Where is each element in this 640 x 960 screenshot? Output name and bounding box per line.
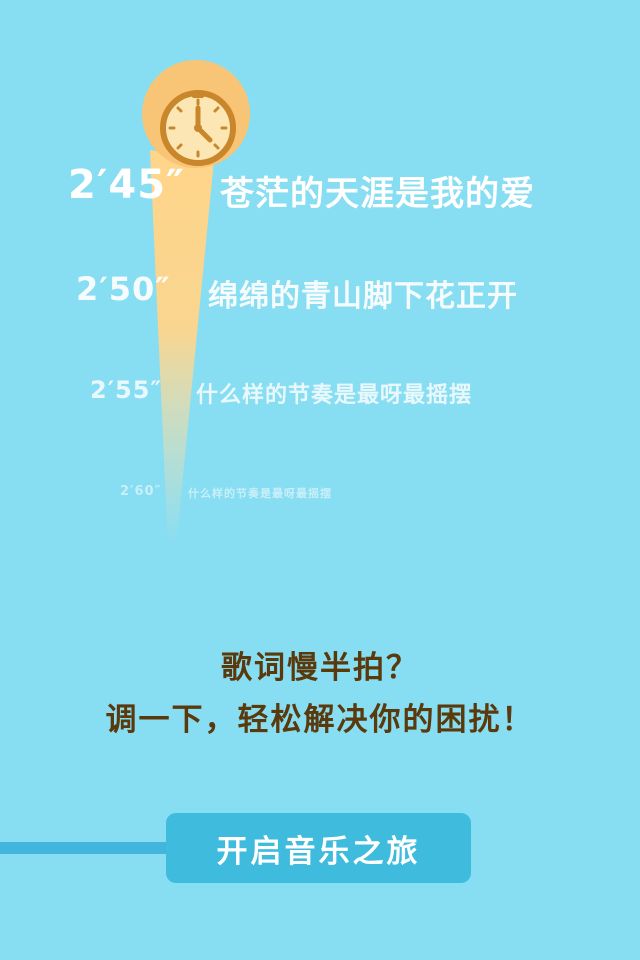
- clock-icon: [140, 58, 252, 170]
- lyric-time: 2′55″: [90, 376, 163, 404]
- lyric-text: 什么样的节奏是最呀最摇摆: [188, 487, 332, 500]
- lyric-time: 2′60″: [120, 484, 162, 499]
- accent-line: [0, 842, 176, 854]
- lyric-time: 2′45″: [68, 162, 185, 208]
- start-music-journey-button[interactable]: 开启音乐之旅: [166, 813, 471, 883]
- headline-question: 歌词慢半拍？: [221, 650, 419, 686]
- headline-solution: 调一下，轻松解决你的困扰！: [105, 702, 535, 738]
- lyric-text: 苍茫的天涯是我的爱: [220, 174, 535, 214]
- lyric-row: 2′55″ 什么样的节奏是最呀最摇摆: [0, 376, 640, 410]
- lyric-row: 2′45″ 苍茫的天涯是我的爱: [0, 162, 640, 214]
- lyric-text: 绵绵的青山脚下花正开: [208, 279, 518, 314]
- lyric-text: 什么样的节奏是最呀最摇摆: [196, 383, 473, 408]
- lyric-time: 2′50″: [76, 270, 171, 308]
- lyric-row: 2′60″ 什么样的节奏是最呀最摇摆: [0, 484, 640, 504]
- lyric-row: 2′50″ 绵绵的青山脚下花正开: [0, 270, 640, 314]
